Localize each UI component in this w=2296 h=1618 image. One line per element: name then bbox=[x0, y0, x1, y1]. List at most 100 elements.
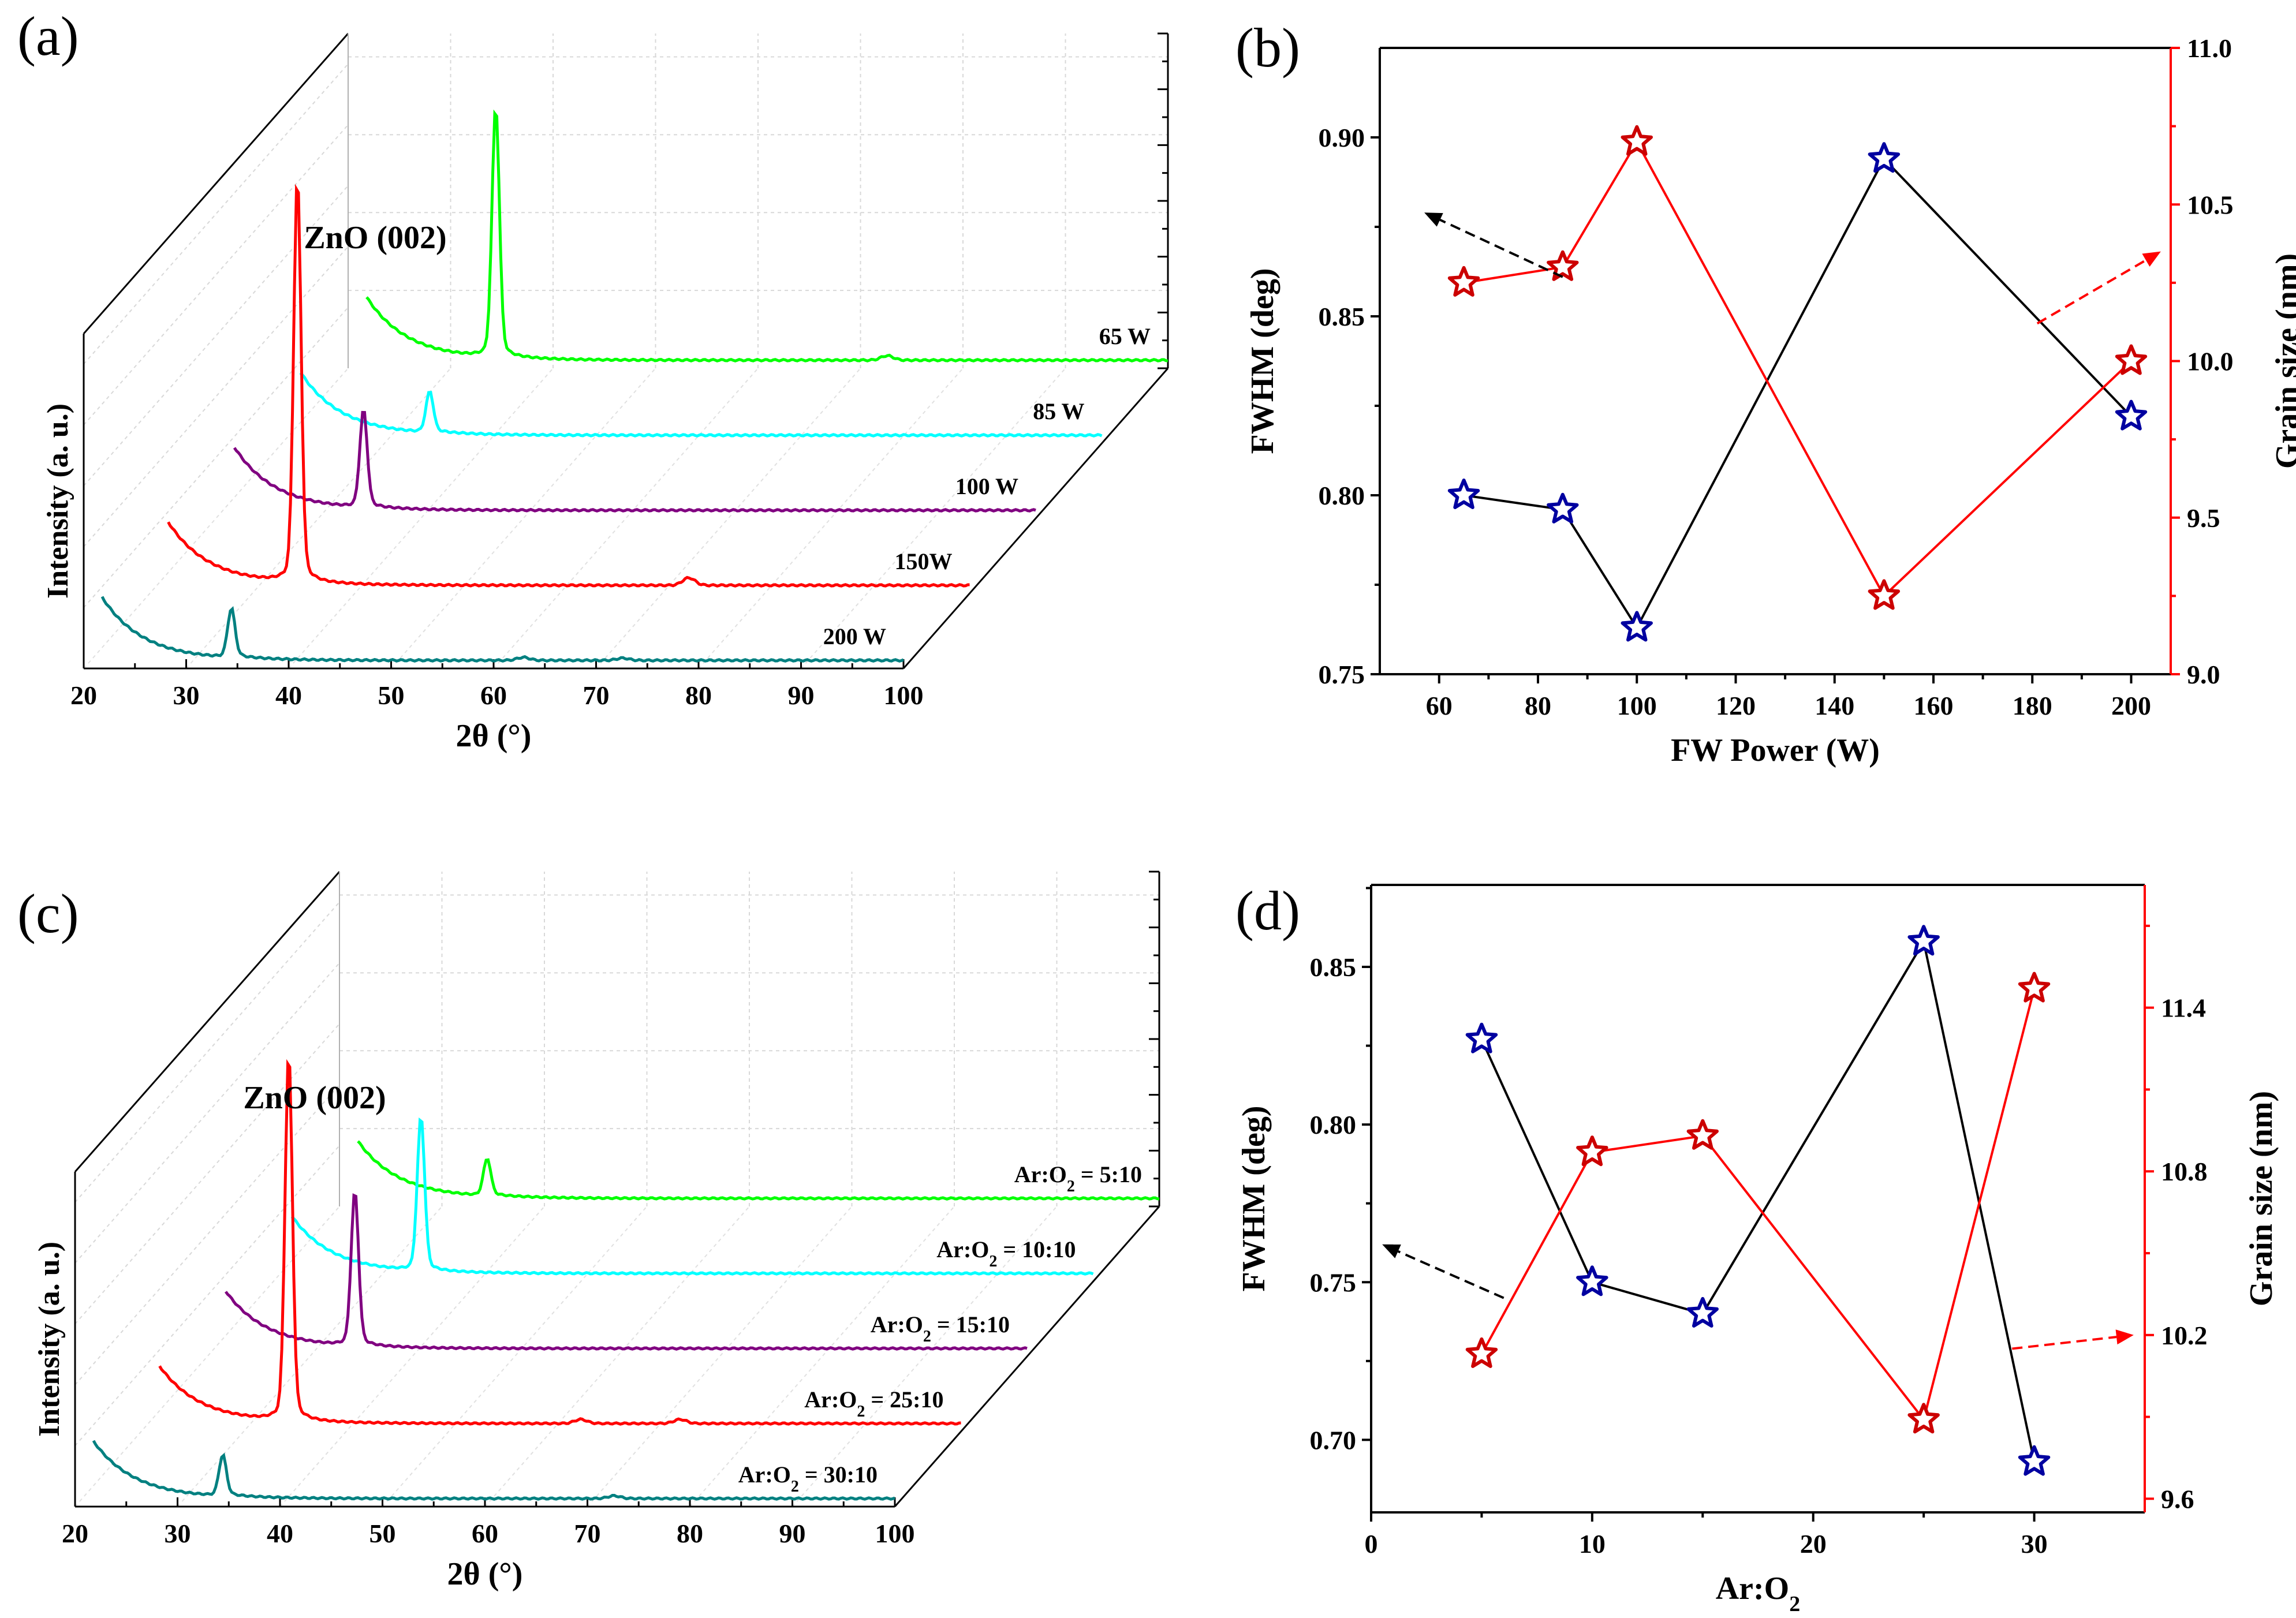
series-label-sub: 2 bbox=[989, 1253, 997, 1271]
star-marker-grain-size bbox=[1547, 250, 1579, 281]
y2-tick-label: 10.8 bbox=[2161, 1157, 2208, 1186]
spectrum-2 bbox=[224, 1193, 1028, 1351]
series-line-grain-size bbox=[1464, 139, 2132, 598]
series-label-rest: = 25:10 bbox=[865, 1387, 943, 1413]
series-line-grain-size bbox=[1480, 988, 2036, 1422]
star-marker-grain-size bbox=[1907, 1403, 1940, 1434]
series-label-4: 65 W bbox=[1099, 323, 1151, 349]
floor-gridline bbox=[484, 1206, 750, 1507]
series-label-main: Ar:O bbox=[1014, 1161, 1067, 1187]
floor-gridline bbox=[382, 1206, 648, 1507]
star-marker-fwhm bbox=[1447, 479, 1480, 509]
side-gridline bbox=[83, 124, 349, 425]
floor-gridline bbox=[74, 1206, 340, 1507]
top-depth-edge bbox=[83, 33, 349, 334]
panel-d: (d) 0 10 20 30 0.70 0.75 0.80 0.85 9.6 10.2 10.8 11… bbox=[1235, 880, 2279, 1616]
side-gridline bbox=[74, 902, 340, 1203]
floor-gridline bbox=[390, 368, 656, 669]
star-marker-grain-size bbox=[1465, 1337, 1498, 1368]
panel-c: (c) 20 30 40 50 60 70 80 90 100 2θ (°) Intensity (… bbox=[17, 870, 1160, 1592]
x-tick-label: 40 bbox=[267, 1519, 293, 1548]
top-depth-edge bbox=[74, 871, 341, 1172]
series-label-0: 200 W bbox=[823, 623, 886, 649]
star-marker-grain-size bbox=[1686, 1119, 1719, 1150]
star-marker-grain-size bbox=[2115, 344, 2148, 375]
floor-gridline bbox=[595, 368, 861, 669]
series-label-rest: = 10:10 bbox=[997, 1236, 1076, 1262]
spectrum-1 bbox=[167, 184, 970, 588]
y-tick-label: 0.75 bbox=[1319, 660, 1365, 689]
x-tick-label: 70 bbox=[574, 1519, 601, 1548]
x-tick-label: 0 bbox=[1365, 1529, 1378, 1559]
series-label-sub: 2 bbox=[791, 1478, 799, 1496]
series-label-sub: 2 bbox=[1067, 1178, 1075, 1195]
series-line-fwhm bbox=[1464, 156, 2132, 630]
x-axis-title-main: Ar:O bbox=[1716, 1571, 1790, 1606]
spectrum-2 bbox=[233, 410, 1036, 513]
y-tick-label: 0.85 bbox=[1319, 302, 1365, 331]
series-label-rest: = 5:10 bbox=[1075, 1161, 1142, 1187]
spectrum-0 bbox=[100, 596, 905, 663]
spectrum-4 bbox=[365, 109, 1168, 363]
x-tick-label: 80 bbox=[685, 681, 712, 710]
y-axis-title: Intensity (a. u.) bbox=[33, 1242, 66, 1437]
x-tick-label: 80 bbox=[1525, 691, 1551, 720]
floor-gridline bbox=[587, 1206, 853, 1507]
x-tick-label: 200 bbox=[2111, 691, 2151, 720]
x-tick-label: 60 bbox=[472, 1519, 498, 1548]
panel-a: (a) 20 30 40 50 60 70 80 90 100 2θ (°) Intensity (… bbox=[17, 5, 1169, 754]
series-label-3: Ar:O2 = 10:10 bbox=[936, 1236, 1076, 1271]
y-tick-label: 0.90 bbox=[1319, 123, 1365, 152]
y-tick-label: 0.70 bbox=[1310, 1425, 1357, 1455]
x-tick-label: 100 bbox=[884, 681, 924, 710]
series-label-main: Ar:O bbox=[738, 1462, 791, 1488]
side-gridline bbox=[74, 1084, 340, 1385]
panel-label-a: (a) bbox=[17, 5, 79, 67]
star-marker-fwhm bbox=[1686, 1296, 1719, 1328]
series-label-2: Ar:O2 = 15:10 bbox=[871, 1311, 1010, 1346]
y-axis-title: FWHM (deg) bbox=[1245, 268, 1280, 454]
floor-gridline bbox=[689, 1206, 955, 1507]
trend-arrow-head bbox=[2115, 1329, 2134, 1345]
star-marker-fwhm bbox=[1621, 611, 1653, 642]
x-axis-title: 2θ (°) bbox=[447, 1556, 523, 1592]
floor-gridline bbox=[792, 1206, 1058, 1507]
star-marker-fwhm bbox=[1547, 492, 1579, 524]
side-gridline bbox=[83, 63, 349, 365]
x-tick-label: 160 bbox=[1914, 691, 1954, 720]
floor-gridline bbox=[185, 368, 451, 669]
y-axis-title: Intensity (a. u.) bbox=[42, 403, 74, 599]
series-label-sub: 2 bbox=[923, 1328, 931, 1346]
floor-gridline bbox=[800, 368, 1066, 669]
y-axis-title: FWHM (deg) bbox=[1236, 1106, 1272, 1292]
x-tick-label: 70 bbox=[583, 681, 610, 710]
trend-arrow-line bbox=[1397, 1250, 1504, 1299]
y-tick-label: 0.80 bbox=[1310, 1110, 1357, 1139]
x-tick-label: 40 bbox=[275, 681, 302, 710]
series-label-2: 100 W bbox=[955, 473, 1018, 499]
floor-gridline bbox=[83, 368, 349, 669]
y2-tick-label: 10.0 bbox=[2187, 347, 2234, 376]
star-marker-grain-size bbox=[1868, 579, 1901, 610]
y2-axis-title: Grain size (nm) bbox=[2243, 1091, 2279, 1306]
x-tick-label: 30 bbox=[165, 1519, 191, 1548]
star-marker-fwhm bbox=[1868, 142, 1901, 173]
star-marker-fwhm bbox=[1465, 1022, 1498, 1053]
spectrum-3 bbox=[299, 372, 1103, 438]
y2-tick-label: 9.5 bbox=[2187, 503, 2220, 533]
y2-tick-label: 10.5 bbox=[2187, 190, 2234, 219]
panel-label-b: (b) bbox=[1235, 17, 1300, 79]
trend-arrow-line bbox=[1439, 219, 1563, 278]
star-marker-fwhm bbox=[2018, 1445, 2051, 1476]
x-axis-title: 2θ (°) bbox=[456, 718, 532, 754]
x-tick-label: 80 bbox=[677, 1519, 703, 1548]
panel-label-c: (c) bbox=[17, 883, 79, 944]
y2-tick-label: 11.0 bbox=[2187, 33, 2232, 63]
x-tick-label: 60 bbox=[480, 681, 507, 710]
x-tick-label: 20 bbox=[62, 1519, 88, 1548]
star-marker-fwhm bbox=[1907, 925, 1940, 956]
series-label-0: Ar:O2 = 30:10 bbox=[738, 1462, 878, 1496]
x-tick-label: 60 bbox=[1426, 691, 1453, 720]
floor-gridline bbox=[288, 368, 554, 669]
star-marker-grain-size bbox=[1621, 125, 1653, 156]
